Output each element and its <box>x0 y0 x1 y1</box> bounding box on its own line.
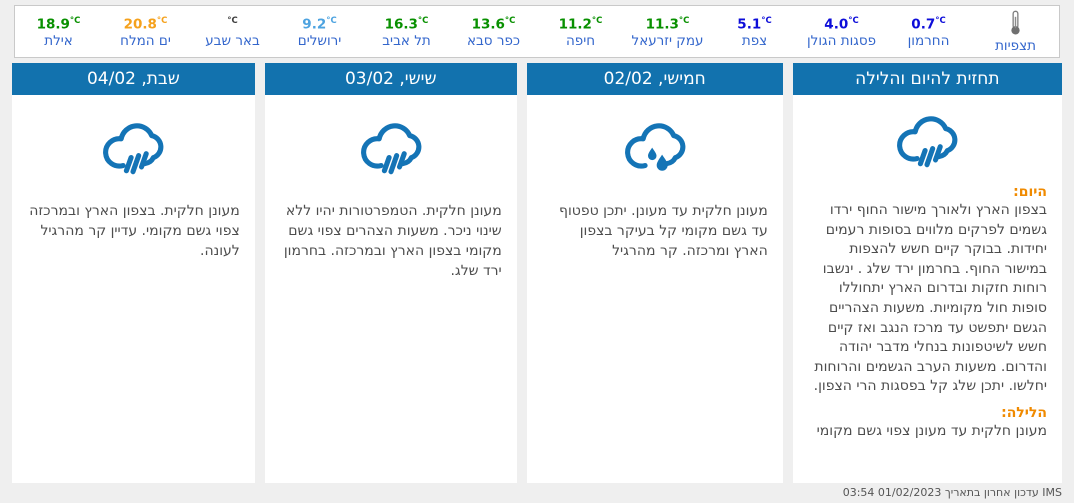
drizzle-cloud-icon <box>542 115 768 187</box>
city-link[interactable]: עמק יזרעאל <box>631 33 704 50</box>
section-heading-today: היום: <box>1013 184 1047 200</box>
temperature-value: 16.3°C <box>384 15 429 33</box>
temperature-value: 5.1°C <box>737 15 772 33</box>
temperature-value: 13.6°C <box>471 15 516 33</box>
city-link[interactable]: ים המלח <box>120 33 171 50</box>
city-link[interactable]: תל אביב <box>382 33 431 50</box>
observations-link-item[interactable]: תצפיות <box>972 6 1059 57</box>
forecast-text-today: בצפון הארץ ולאורך מישור החוף ירדו גשמים … <box>813 202 1047 395</box>
city-link[interactable]: כפר סבא <box>466 33 521 50</box>
temperature-value: 4.0°C <box>824 15 859 33</box>
forecast-columns: תחזית להיום והלילה היום: בצפון הארץ ולאו… <box>12 63 1062 483</box>
last-update-text: IMS עדכון אחרון בתאריך 01/02/2023 03:54 <box>842 486 1062 499</box>
forecast-text-saturday: מעונן חלקית. בצפון הארץ ובמרכזה צפוי גשם… <box>29 203 240 259</box>
observations-bar: תצפיות 0.7°C החרמון 4.0°C פסגות הגולן 5.… <box>14 5 1060 58</box>
city-link[interactable]: באר שבע <box>205 33 260 50</box>
observation-item: 16.3°C תל אביב <box>363 6 450 57</box>
temperature-value: °C <box>227 14 238 32</box>
temperature-value: 0.7°C <box>911 15 946 33</box>
column-header-thursday: חמישי, 02/02 <box>526 63 783 95</box>
forecast-column-today: תחזית להיום והלילה היום: בצפון הארץ ולאו… <box>792 63 1062 483</box>
city-link[interactable]: החרמון <box>907 33 950 50</box>
temperature-value: 9.2°C <box>302 15 337 33</box>
temperature-value: 11.3°C <box>645 15 690 33</box>
observation-item: 20.8°C ים המלח <box>102 6 189 57</box>
unit-label: °C <box>935 15 946 26</box>
forecast-text-friday: מעונן חלקית. הטמפרטורות יהיו ללא שינוי נ… <box>283 203 502 279</box>
observation-item: 18.9°C אילת <box>15 6 102 57</box>
forecast-column-friday: שישי, 03/02 מעונן חלקית. הטמפרטורות יהיו… <box>264 63 517 483</box>
forecast-text-tonight: מעונן חלקית עד מעונן צפוי גשם מקומי <box>816 422 1047 439</box>
city-link[interactable]: ירושלים <box>297 33 342 50</box>
forecast-column-saturday: שבת, 04/02 מעונן חלקית. בצפון הארץ ובמרכ… <box>12 63 255 483</box>
last-update-footer: IMS עדכון אחרון בתאריך 01/02/2023 03:54 <box>0 482 1074 503</box>
rain-cloud-icon <box>808 108 1047 180</box>
observation-item: °C באר שבע <box>189 6 276 57</box>
column-header-saturday: שבת, 04/02 <box>12 63 255 95</box>
city-link[interactable]: צפת <box>741 33 768 50</box>
column-body-saturday: מעונן חלקית. בצפון הארץ ובמרכזה צפוי גשם… <box>12 95 255 483</box>
observation-item: 11.3°C עמק יזרעאל <box>624 6 711 57</box>
city-link[interactable]: פסגות הגולן <box>807 33 877 50</box>
rain-cloud-icon <box>280 115 502 187</box>
column-body-thursday: מעונן חלקית עד מעונן. יתכן טפטוף עד גשם … <box>526 95 783 483</box>
unit-label: °C <box>761 15 772 26</box>
temperature-value: 20.8°C <box>123 15 168 33</box>
unit-label: °C <box>678 15 690 26</box>
unit-label: °C <box>848 15 859 26</box>
thermometer-icon <box>1009 9 1022 36</box>
observations-label[interactable]: תצפיות <box>995 38 1036 54</box>
unit-label: °C <box>156 15 168 26</box>
observation-item: 11.2°C חיפה <box>537 6 624 57</box>
column-body-today: היום: בצפון הארץ ולאורך מישור החוף ירדו … <box>792 95 1062 483</box>
city-link[interactable]: חיפה <box>565 33 596 50</box>
temperature-value: 11.2°C <box>558 15 603 33</box>
observation-item: 13.6°C כפר סבא <box>450 6 537 57</box>
rain-cloud-icon <box>27 115 240 187</box>
observation-item: 0.7°C החרמון <box>885 6 972 57</box>
unit-label: °C <box>326 15 337 26</box>
observation-item: 4.0°C פסגות הגולן <box>798 6 885 57</box>
column-header-today: תחזית להיום והלילה <box>792 63 1062 95</box>
column-header-friday: שישי, 03/02 <box>264 63 517 95</box>
unit-label: °C <box>417 15 429 26</box>
section-heading-tonight: הלילה: <box>1001 404 1047 421</box>
unit-label: °C <box>504 15 516 26</box>
column-body-friday: מעונן חלקית. הטמפרטורות יהיו ללא שינוי נ… <box>264 95 517 483</box>
forecast-column-thursday: חמישי, 02/02 מעונן חלקית עד מעונן. יתכן … <box>526 63 783 483</box>
unit-label: °C <box>69 15 81 26</box>
observation-item: 9.2°C ירושלים <box>276 6 363 57</box>
city-link[interactable]: אילת <box>44 33 73 50</box>
forecast-text-thursday: מעונן חלקית עד מעונן. יתכן טפטוף עד גשם … <box>559 203 768 259</box>
temperature-value: 18.9°C <box>36 15 81 33</box>
observation-item: 5.1°C צפת <box>711 6 798 57</box>
unit-label: °C <box>591 15 603 26</box>
unit-label: °C <box>227 15 238 26</box>
